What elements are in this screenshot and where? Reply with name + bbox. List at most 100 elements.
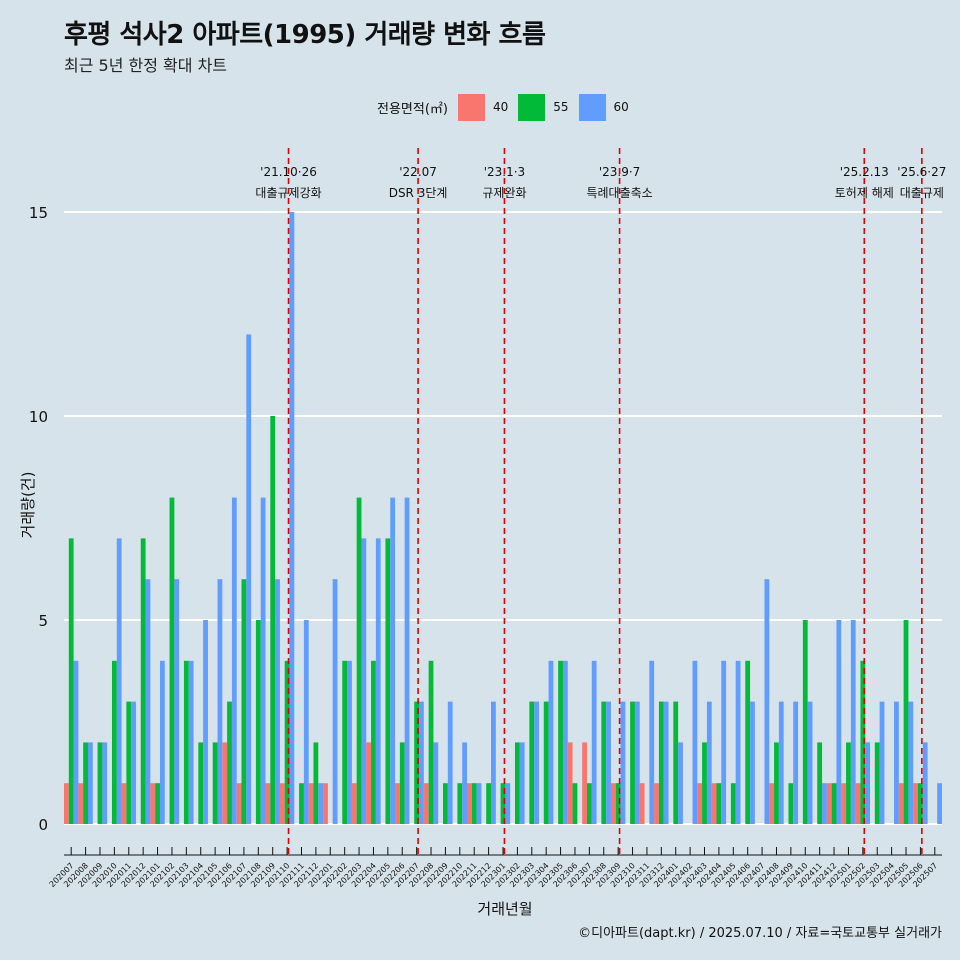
bar-55-202012	[140, 538, 146, 824]
x-axis-label: 거래년월	[477, 900, 532, 918]
bar-60-202504	[894, 701, 899, 824]
bar-60-202503	[879, 701, 885, 824]
bar-60-202209	[447, 701, 453, 824]
event-label: 대출규제	[900, 186, 944, 200]
bar-55-202505	[903, 620, 909, 824]
bar-55-202303	[529, 701, 535, 824]
bar-55-202302	[514, 742, 520, 824]
bar-60-202304	[548, 660, 554, 824]
y-axis-label: 거래량(건)	[19, 472, 37, 539]
bar-60-202302	[519, 742, 525, 824]
x-axis: 2020072020082020092020102020112020122021…	[48, 847, 942, 889]
bar-55-202401	[673, 701, 679, 824]
bar-60-202010	[116, 538, 122, 824]
event-label: 규제완화	[482, 186, 526, 200]
bar-55-202204	[371, 660, 376, 824]
bar-55-202403	[702, 742, 707, 824]
bar-60-202506	[922, 742, 928, 824]
y-tick-label: 10	[29, 408, 48, 426]
bar-60-202203	[361, 538, 367, 824]
bar-60-202412	[836, 620, 842, 824]
bar-60-202205	[390, 497, 396, 824]
bar-55-202010	[111, 660, 117, 824]
bar-60-202212	[491, 701, 496, 824]
bar-40-202204	[366, 742, 372, 824]
event-date: '21.10·26	[260, 165, 317, 179]
bar-60-202008	[87, 742, 93, 824]
legend-swatch-40	[457, 93, 485, 121]
bar-60-202012	[145, 579, 151, 824]
bar-60-202408	[778, 701, 784, 824]
bar-60-202106	[231, 497, 237, 824]
bar-40-202311	[639, 783, 645, 824]
bar-55-202308	[601, 701, 607, 824]
bar-40-202312	[654, 783, 659, 824]
bar-60-202105	[217, 579, 223, 824]
bar-60-202101	[159, 660, 165, 824]
bar-55-202207	[414, 701, 420, 824]
bar-40-202109	[265, 783, 271, 824]
bar-55-202109	[270, 416, 276, 824]
event-label: 토허제 해제	[835, 186, 894, 200]
bar-55-202503	[874, 742, 880, 824]
bar-60-202110	[289, 212, 295, 824]
legend-label-60: 60	[613, 100, 629, 114]
legend-title: 전용면적(㎡)	[377, 101, 448, 117]
bar-60-202112	[318, 783, 324, 824]
legend-swatch-55	[518, 93, 546, 121]
bar-60-202011	[131, 701, 136, 824]
bar-55-202410	[802, 620, 808, 824]
bar-55-202211	[471, 783, 477, 824]
bar-60-202401	[678, 742, 683, 824]
bar-40-202208	[423, 783, 429, 824]
bar-55-202411	[817, 742, 823, 824]
bar-40-202201	[323, 783, 328, 824]
bar-40-202211	[467, 783, 472, 824]
bar-55-202506	[918, 783, 923, 824]
bar-40-202101	[150, 783, 156, 824]
bar-55-202111	[299, 783, 304, 824]
bar-55-202405	[730, 783, 736, 824]
bar-55-202502	[860, 660, 866, 824]
bar-60-202308	[606, 701, 611, 824]
bar-60-202208	[433, 742, 439, 824]
bar-60-202009	[102, 742, 108, 824]
event-date: '23.1·3	[484, 165, 525, 179]
event-markers: '21.10·26 대출규제강화 '22.07 DSR 3단계 '23.1·3 규제완화 '…	[255, 148, 946, 855]
bar-55-202404	[716, 783, 722, 824]
bar-55-202203	[356, 497, 362, 824]
bar-40-202007	[64, 783, 69, 824]
bar-55-202309	[615, 783, 621, 824]
bar-40-202501	[841, 783, 847, 824]
bar-55-202112	[313, 742, 319, 824]
bar-40-202502	[855, 783, 861, 824]
bar-55-202312	[658, 701, 664, 824]
bar-55-202008	[83, 742, 88, 824]
bar-55-202210	[457, 783, 463, 824]
bar-55-202103	[183, 660, 189, 824]
bar-55-202408	[774, 742, 779, 824]
bar-55-202007	[68, 538, 74, 824]
bar-40-202309	[610, 783, 616, 824]
y-axis-ticks: 0 5 10 15	[29, 204, 48, 834]
bar-40-202506	[913, 783, 919, 824]
bar-55-202501	[846, 742, 851, 824]
bar-60-202309	[620, 701, 626, 824]
bar-60-202007	[73, 660, 79, 824]
bar-60-202303	[534, 701, 539, 824]
bar-40-202112	[308, 783, 314, 824]
bar-55-202102	[169, 497, 175, 824]
event-date: '22.07	[399, 165, 437, 179]
legend-item-55: 55	[518, 93, 569, 121]
bar-55-202108	[255, 620, 261, 824]
bar-55-202412	[831, 783, 837, 824]
bar-55-202209	[443, 783, 448, 824]
bar-55-202304	[543, 701, 549, 824]
bar-40-202306	[567, 742, 573, 824]
bar-60-202109	[275, 579, 280, 824]
bar-40-202106	[222, 742, 228, 824]
bar-55-202305	[558, 660, 563, 824]
bar-55-202310	[630, 701, 635, 824]
bar-60-202403	[706, 701, 712, 824]
